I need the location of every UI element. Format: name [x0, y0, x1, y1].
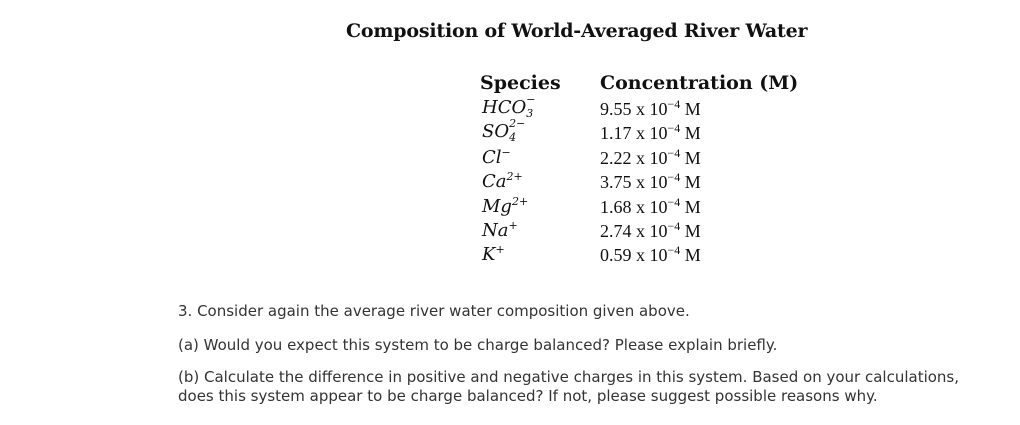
table-row: Na+ 2.74 x 10−4 M: [480, 219, 800, 243]
concentration-unit: M: [684, 221, 701, 241]
concentration-cell: 1.68 x 10−4 M: [600, 195, 701, 218]
table-row: K+ 0.59 x 10−4 M: [480, 243, 800, 267]
concentration-unit: M: [684, 245, 701, 266]
species-symbol: SO: [482, 121, 510, 143]
concentration-mantissa: 2.74: [600, 221, 632, 241]
multiply-sign: x: [636, 196, 645, 217]
exponent: −4: [667, 97, 681, 111]
ion-charge: 2−: [509, 117, 526, 131]
concentration-mantissa: 2.22: [600, 147, 632, 168]
exponent-base: 10: [649, 196, 668, 217]
exponent-base: 10: [649, 123, 668, 144]
exponent: −4: [667, 243, 681, 258]
concentration-unit: M: [684, 99, 701, 119]
concentration-mantissa: 1.68: [600, 196, 632, 217]
species-symbol: K: [482, 244, 496, 266]
exponent-base: 10: [649, 172, 668, 193]
ion-charge: 2+: [511, 194, 529, 208]
concentration-unit: M: [684, 172, 701, 193]
ion-charge: −: [526, 93, 536, 106]
ion-charge: +: [508, 219, 518, 232]
ion-charge-stack: 2− 4: [509, 117, 525, 144]
exponent-base: 10: [649, 99, 668, 119]
exponent: −4: [667, 219, 681, 233]
exponent: −4: [667, 170, 681, 185]
multiply-sign: x: [636, 245, 645, 266]
question-part-a: (a) Would you expect this system to be c…: [178, 336, 778, 354]
species-column-header: Species: [480, 72, 561, 94]
species-cell: Na+: [482, 219, 518, 241]
ion-subscript: 3: [526, 107, 534, 120]
table-row: Ca2+ 3.75 x 10−4 M: [480, 170, 800, 194]
concentration-mantissa: 9.55: [600, 99, 632, 119]
concentration-cell: 3.75 x 10−4 M: [600, 170, 701, 193]
species-cell: Ca2+: [482, 170, 523, 192]
concentration-cell: 2.22 x 10−4 M: [600, 146, 701, 169]
exponent: −4: [667, 194, 681, 209]
concentration-cell: 1.17 x 10−4 M: [600, 121, 701, 144]
species-symbol: Na: [482, 220, 509, 241]
question-part-b: (b) Calculate the difference in positive…: [178, 368, 960, 405]
concentration-unit: M: [684, 123, 701, 144]
ion-charge: 2+: [506, 170, 523, 184]
ion-subscript: 4: [509, 131, 517, 145]
question-heading: 3. Consider again the average river wate…: [178, 302, 690, 320]
concentration-cell: 9.55 x 10−4 M: [600, 97, 701, 120]
ion-charge: −: [501, 145, 511, 159]
multiply-sign: x: [636, 123, 645, 144]
species-symbol: Cl: [482, 146, 502, 168]
table-row: Cl− 2.22 x 10−4 M: [480, 146, 800, 170]
multiply-sign: x: [636, 99, 645, 119]
concentration-cell: 0.59 x 10−4 M: [600, 243, 701, 266]
ion-charge: +: [495, 243, 505, 257]
table-row: HCO −3 9.55 x 10−4 M: [480, 93, 800, 121]
multiply-sign: x: [636, 172, 645, 193]
species-symbol: HCO: [482, 97, 527, 118]
document-title: Composition of World-Averaged River Wate…: [346, 20, 808, 42]
species-cell: Mg2+: [482, 195, 528, 217]
concentration-mantissa: 1.17: [600, 123, 632, 144]
exponent-base: 10: [649, 221, 668, 241]
concentration-mantissa: 0.59: [600, 245, 632, 266]
species-cell: Cl−: [482, 146, 511, 168]
exponent: −4: [667, 121, 681, 136]
species-symbol: Mg: [482, 195, 512, 217]
multiply-sign: x: [636, 147, 645, 168]
concentration-mantissa: 3.75: [600, 172, 632, 193]
exponent-base: 10: [649, 147, 668, 168]
ion-charge-stack: −3: [526, 93, 538, 120]
concentration-unit: M: [684, 196, 701, 217]
exponent: −4: [667, 145, 681, 160]
concentration-unit: M: [684, 147, 701, 168]
species-symbol: Ca: [482, 171, 507, 193]
exponent-base: 10: [649, 245, 668, 266]
species-cell: SO 2− 4: [482, 117, 525, 144]
table-row: SO 2− 4 1.17 x 10−4 M: [480, 117, 800, 145]
concentration-cell: 2.74 x 10−4 M: [600, 219, 701, 242]
multiply-sign: x: [636, 221, 645, 241]
concentration-column-header: Concentration (M): [600, 72, 799, 94]
species-cell: HCO −3: [482, 93, 538, 120]
species-cell: K+: [482, 243, 505, 265]
table-row: Mg2+ 1.68 x 10−4 M: [480, 195, 800, 219]
